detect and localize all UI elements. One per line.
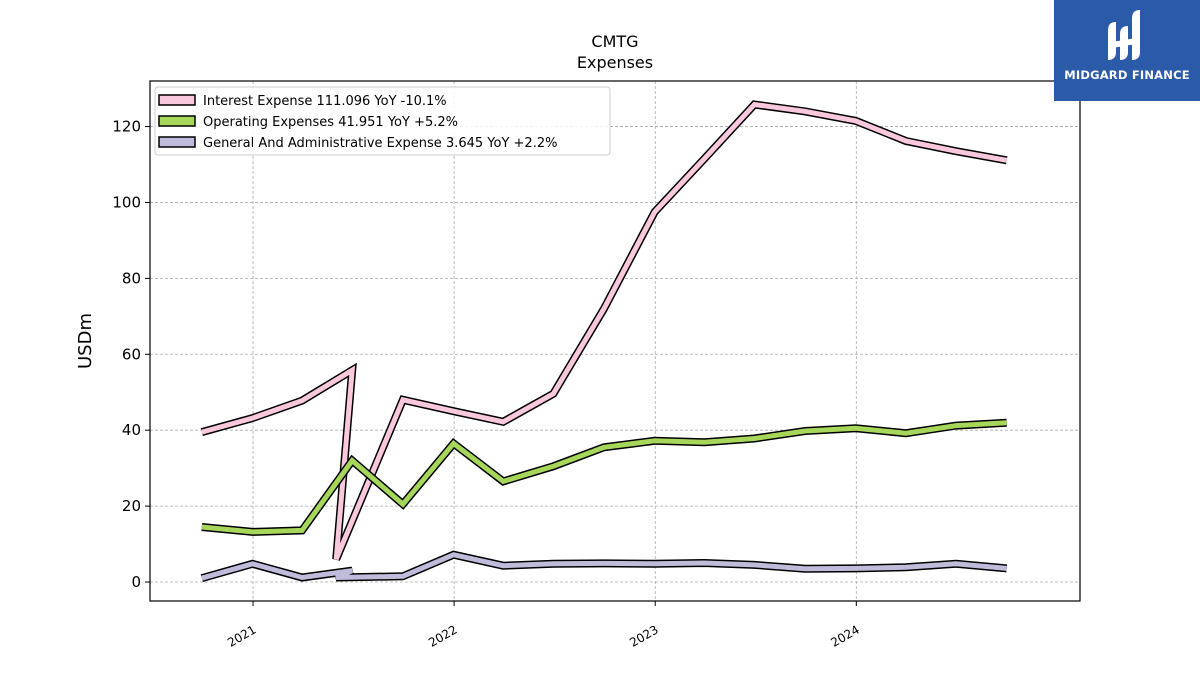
series-line: [201, 420, 1007, 535]
midgard-logo-icon: [1108, 10, 1140, 60]
series-2: [200, 550, 1008, 583]
legend-swatch: [158, 115, 196, 127]
legend-label: Interest Expense 111.096 YoY -10.1%: [203, 94, 447, 109]
chart-title: CMTG: [591, 32, 638, 51]
brand-logo: MIDGARD FINANCE: [1054, 0, 1200, 101]
grid: [150, 81, 1080, 601]
legend-box: [154, 86, 611, 156]
plot-frame: [149, 80, 1081, 602]
y-tick-label: 40: [122, 421, 141, 439]
x-tick-label: 2023: [627, 622, 660, 649]
legend-swatch: [158, 136, 196, 148]
y-ticks: 0 20 40 60 80 100 120: [112, 118, 150, 591]
x-ticks: 2021 2022 2023 2024: [225, 601, 862, 650]
y-tick-label: 80: [122, 269, 141, 287]
series-line: [201, 101, 1008, 561]
chart-subtitle: Expenses: [577, 53, 653, 72]
legend-swatch: [158, 94, 196, 106]
y-tick-label: 60: [122, 345, 141, 363]
series-outline: [200, 100, 1008, 561]
x-tick-label: 2024: [828, 622, 861, 649]
series-0: [200, 100, 1008, 561]
series-lines: [200, 100, 1008, 583]
series-outline: [201, 418, 1007, 536]
x-tick-label: 2022: [426, 622, 459, 649]
y-axis-label: USDm: [75, 313, 96, 369]
y-tick-label: 120: [112, 118, 141, 136]
x-tick-label: 2021: [225, 622, 258, 649]
y-tick-label: 0: [131, 573, 141, 591]
series-line: [201, 552, 1007, 581]
series-1: [201, 418, 1007, 536]
legend: Interest Expense 111.096 YoY -10.1% Opera…: [154, 86, 611, 156]
brand-name: MIDGARD FINANCE: [1064, 68, 1190, 82]
legend-label: Operating Expenses 41.951 YoY +5.2%: [203, 115, 458, 130]
legend-label: General And Administrative Expense 3.645…: [203, 136, 557, 151]
y-tick-label: 20: [122, 497, 141, 515]
y-tick-label: 100: [112, 193, 141, 211]
